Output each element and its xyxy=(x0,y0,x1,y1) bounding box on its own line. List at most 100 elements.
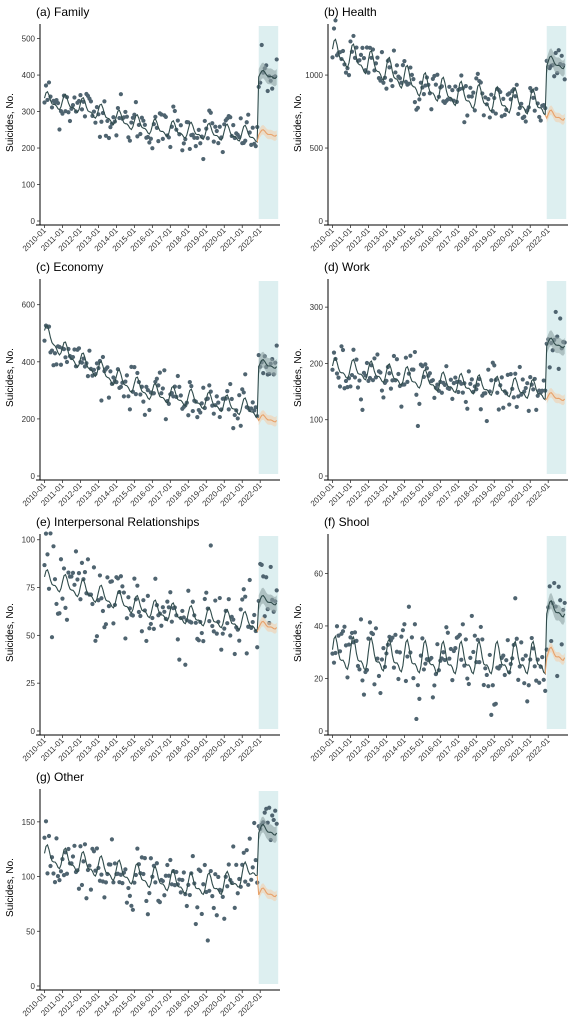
data-point xyxy=(360,407,365,412)
data-point xyxy=(331,26,337,31)
data-point xyxy=(244,848,249,853)
data-point xyxy=(243,372,248,377)
data-point xyxy=(217,595,222,601)
data-point xyxy=(226,407,231,412)
data-point xyxy=(345,66,350,71)
data-point xyxy=(195,415,200,420)
data-point xyxy=(357,58,362,63)
data-point xyxy=(433,82,438,87)
data-point xyxy=(103,133,109,138)
data-point xyxy=(72,582,77,587)
data-point xyxy=(547,584,552,589)
data-point xyxy=(340,629,346,634)
data-point xyxy=(222,626,227,631)
data-point xyxy=(484,418,489,424)
data-point xyxy=(445,630,450,635)
data-point xyxy=(204,590,209,595)
data-point xyxy=(180,877,185,883)
counterfactual-line xyxy=(256,129,278,143)
data-point xyxy=(534,86,539,91)
data-point xyxy=(262,810,267,815)
data-point xyxy=(162,609,167,614)
data-point xyxy=(453,646,458,651)
data-point xyxy=(526,683,531,688)
data-point xyxy=(538,118,543,123)
data-point xyxy=(466,94,471,99)
data-point xyxy=(457,632,462,637)
counterfactual-line xyxy=(544,109,566,121)
data-point xyxy=(67,118,73,124)
data-point xyxy=(193,620,198,625)
y-tick-label: 25 xyxy=(26,679,35,688)
data-point xyxy=(198,410,203,415)
data-point xyxy=(523,385,528,391)
data-point xyxy=(390,378,395,383)
data-point xyxy=(552,580,557,586)
data-point xyxy=(70,354,76,360)
data-point xyxy=(555,673,560,679)
data-point xyxy=(331,350,337,355)
data-point xyxy=(211,411,216,416)
data-point xyxy=(99,119,104,124)
data-point xyxy=(447,656,452,661)
data-point xyxy=(118,872,123,877)
data-point xyxy=(55,873,61,879)
data-point xyxy=(238,423,243,428)
data-point xyxy=(456,389,461,395)
data-point xyxy=(162,368,167,373)
data-point xyxy=(180,148,185,153)
data-point xyxy=(483,391,488,396)
data-point xyxy=(225,621,230,626)
data-point xyxy=(187,380,192,385)
y-tick-label: 20 xyxy=(314,674,323,683)
data-point xyxy=(399,404,404,409)
data-point xyxy=(252,612,257,618)
data-point xyxy=(123,636,128,641)
data-point xyxy=(448,646,453,652)
data-point xyxy=(471,90,476,95)
data-point xyxy=(537,680,542,685)
chart-panel: (d) Work01002003002010-012011-012012-012… xyxy=(293,260,568,508)
data-point xyxy=(558,598,563,603)
data-point xyxy=(216,874,221,880)
data-point xyxy=(49,105,55,110)
data-point xyxy=(138,131,143,137)
data-point xyxy=(163,417,168,422)
data-point xyxy=(163,873,168,878)
data-point xyxy=(336,375,341,380)
data-point xyxy=(514,82,519,87)
data-point xyxy=(558,316,563,321)
data-point xyxy=(214,394,219,399)
data-point xyxy=(55,100,61,106)
data-point xyxy=(537,114,542,120)
data-point xyxy=(513,371,518,376)
data-point xyxy=(106,603,112,609)
data-point xyxy=(177,384,182,389)
data-point xyxy=(226,862,231,867)
data-point xyxy=(97,134,103,139)
fitted-line xyxy=(43,69,278,143)
data-point xyxy=(156,383,161,388)
data-point xyxy=(181,870,186,875)
data-point xyxy=(471,649,476,655)
y-tick-label: 200 xyxy=(22,144,36,153)
data-point xyxy=(381,395,386,400)
data-point xyxy=(246,112,251,117)
counterfactual-band xyxy=(258,125,277,141)
data-point xyxy=(253,857,258,863)
data-point xyxy=(94,634,100,639)
data-point xyxy=(199,911,204,917)
data-point xyxy=(108,125,113,130)
y-tick-label: 100 xyxy=(22,873,36,882)
data-point xyxy=(144,898,149,904)
data-point xyxy=(43,819,49,824)
data-point xyxy=(462,663,467,668)
data-point xyxy=(384,378,389,383)
data-point xyxy=(411,367,416,372)
data-point xyxy=(450,396,455,401)
data-point xyxy=(126,595,131,600)
data-point xyxy=(249,877,254,882)
data-point xyxy=(190,599,195,604)
data-point xyxy=(114,133,119,138)
data-point xyxy=(141,118,146,123)
